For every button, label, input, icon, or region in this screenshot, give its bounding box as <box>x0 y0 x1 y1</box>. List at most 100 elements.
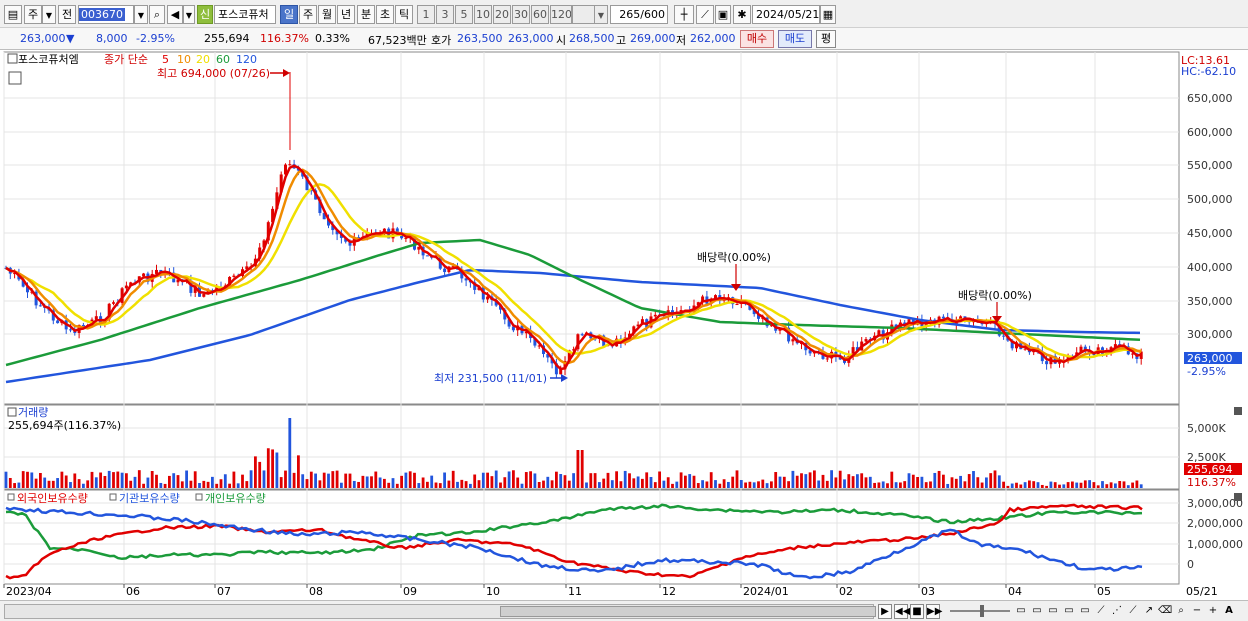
volume-current-tag <box>1184 463 1242 475</box>
individual-holding-line <box>5 503 1143 561</box>
layout-icon-2[interactable]: ▭ <box>1032 605 1042 616</box>
volume-panel-collapse-icon[interactable] <box>7 407 17 417</box>
period-tab-6[interactable]: 틱 <box>395 5 413 24</box>
interval-tab-60[interactable]: 60 <box>531 5 549 24</box>
scrollbar-thumb[interactable] <box>500 606 876 617</box>
ma5-line <box>5 164 1142 371</box>
stop-icon[interactable]: ■ <box>910 604 924 619</box>
arrow-tool-icon[interactable]: ↗ <box>1144 605 1154 616</box>
ma60-line <box>5 238 1141 367</box>
volume-y-tick: 2,500K <box>1187 451 1226 464</box>
period-tab-4[interactable]: 분 <box>357 5 375 24</box>
scroll-right-icon[interactable]: ▶ <box>878 604 892 619</box>
open-value: 268,500 <box>569 32 615 45</box>
font-size-icon[interactable]: A <box>1225 605 1233 616</box>
layout-icon-4[interactable]: ▭ <box>1064 605 1074 616</box>
speaker-dropdown-icon[interactable]: ▼ <box>183 5 195 24</box>
volume-panel-close-icon[interactable] <box>1234 407 1242 415</box>
period-tab-3[interactable]: 년 <box>337 5 355 24</box>
price-y-tick: 500,000 <box>1187 193 1233 206</box>
period-main-selector[interactable]: 주 <box>24 5 42 24</box>
holding-y-tick: 2,000,000 <box>1187 517 1243 530</box>
x-axis-label: 06 <box>126 585 140 598</box>
period-tab-0[interactable]: 일 <box>280 5 298 24</box>
holding-legend-0: 외국인보유수량 <box>17 492 88 505</box>
date-field[interactable]: 2024/05/21 <box>752 5 820 24</box>
volume-y-tick: 5,000K <box>1187 422 1226 435</box>
ma-legend-5: 5 <box>162 53 169 66</box>
chart-area[interactable]: 포스코퓨처엠 종가 단순 5 10 20 60 120 LC:13.61 HC:-62.… <box>0 50 1248 600</box>
price-panel-name: 포스코퓨처엠 <box>18 53 79 66</box>
count-field[interactable]: 265/600 <box>610 5 668 24</box>
ask-value: 263,500 <box>457 32 503 45</box>
ma-legend-60: 60 <box>216 53 230 66</box>
x-axis-label: 2024/01 <box>743 585 789 598</box>
price-y-tick: 350,000 <box>1187 295 1233 308</box>
price-y-tick: 550,000 <box>1187 159 1233 172</box>
fast-forward-icon[interactable]: ▶▶ <box>926 604 943 619</box>
price-value: 263,000 <box>20 32 66 45</box>
speaker-icon[interactable]: ◀ <box>167 5 183 24</box>
save-icon[interactable]: ▣ <box>715 5 731 24</box>
buy-button[interactable]: 매수 <box>740 30 774 48</box>
grid-toggle-icon[interactable] <box>8 71 22 85</box>
interval-tab-120[interactable]: 120 <box>550 5 572 24</box>
interval-tab-3[interactable]: 3 <box>436 5 454 24</box>
x-axis-label: 12 <box>662 585 676 598</box>
horizontal-scrollbar[interactable] <box>4 604 876 619</box>
zoom-slider[interactable] <box>950 604 1010 619</box>
interval-tab-1[interactable]: 1 <box>417 5 435 24</box>
candle-type-icon[interactable]: ┼ <box>674 5 694 24</box>
period-tab-2[interactable]: 월 <box>318 5 336 24</box>
zoom-out-icon[interactable]: − <box>1192 605 1202 616</box>
volume-current-pct: 116.37% <box>1187 476 1236 489</box>
period-tab-5[interactable]: 초 <box>376 5 394 24</box>
volume-panel-title: 거래량 <box>18 406 48 419</box>
calendar-icon[interactable]: ▦ <box>820 5 836 24</box>
sell-button[interactable]: 매도 <box>778 30 812 48</box>
fibo-tool-icon[interactable]: ⋰ <box>1112 605 1122 616</box>
interval-tab-5[interactable]: 5 <box>455 5 473 24</box>
stock-code-input[interactable]: 003670 <box>78 5 134 24</box>
interval-dropdown-icon[interactable]: ▼ <box>594 5 608 24</box>
holding-panel-close-icon[interactable] <box>1234 493 1242 501</box>
layout-icon-1[interactable]: ▭ <box>1016 605 1026 616</box>
chart-navigation-bar: ▶ ◀◀ ■ ▶▶ ▭ ▭ ▭ ▭ ▭ ⟋ ⋰ ⟋ ↗ ⌫ ⌕ − + A <box>0 600 1248 621</box>
open-label: 시 <box>556 34 567 47</box>
current-pct-tag: -2.95% <box>1187 365 1226 378</box>
interval-tab-10[interactable]: 10 <box>474 5 492 24</box>
interval-tab-30[interactable]: 30 <box>512 5 530 24</box>
eraser-icon[interactable]: ⌫ <box>1158 605 1173 616</box>
zoom-in-icon[interactable]: + <box>1208 605 1218 616</box>
layout-icon-3[interactable]: ▭ <box>1048 605 1058 616</box>
x-axis-right-label: 05/21 <box>1186 585 1218 598</box>
layout-icon-5[interactable]: ▭ <box>1080 605 1090 616</box>
trend-tool-icon[interactable]: ⟋ <box>1129 605 1137 616</box>
holding-legend-marker-2 <box>195 493 203 501</box>
price-y-tick: 650,000 <box>1187 92 1233 105</box>
gear-icon[interactable]: ✱ <box>733 5 751 24</box>
window-menu-icon[interactable]: ▤ <box>4 5 22 24</box>
x-axis-label: 03 <box>921 585 935 598</box>
search-icon[interactable]: ⌕ <box>149 5 165 24</box>
stock-name-field[interactable]: 포스코퓨처 <box>214 5 276 24</box>
period-main-dropdown-icon[interactable]: ▼ <box>42 5 56 24</box>
x-axis-label: 10 <box>486 585 500 598</box>
magnifier-icon[interactable]: ⌕ <box>1178 605 1184 616</box>
zoom-slider-handle[interactable] <box>980 605 984 617</box>
interval-tab-20[interactable]: 20 <box>493 5 511 24</box>
panel-collapse-icon[interactable] <box>7 53 18 64</box>
price-y-tick: 600,000 <box>1187 126 1233 139</box>
chart-canvas[interactable]: 포스코퓨처엠 종가 단순 5 10 20 60 120 LC:13.61 HC:-62.… <box>0 50 1248 600</box>
dividend-marker-icon <box>731 284 741 291</box>
rewind-icon[interactable]: ◀◀ <box>894 604 911 619</box>
eval-button[interactable]: 평 <box>816 30 836 48</box>
institution-holding-line <box>5 506 1143 580</box>
x-axis-label: 08 <box>309 585 323 598</box>
prev-button[interactable]: 전 <box>58 5 76 24</box>
stock-code-dropdown-icon[interactable]: ▼ <box>134 5 148 24</box>
line-tool-icon[interactable]: ⟋ <box>1097 605 1105 616</box>
draw-tool-icon[interactable]: ⟋ <box>696 5 714 24</box>
period-tab-1[interactable]: 주 <box>299 5 317 24</box>
